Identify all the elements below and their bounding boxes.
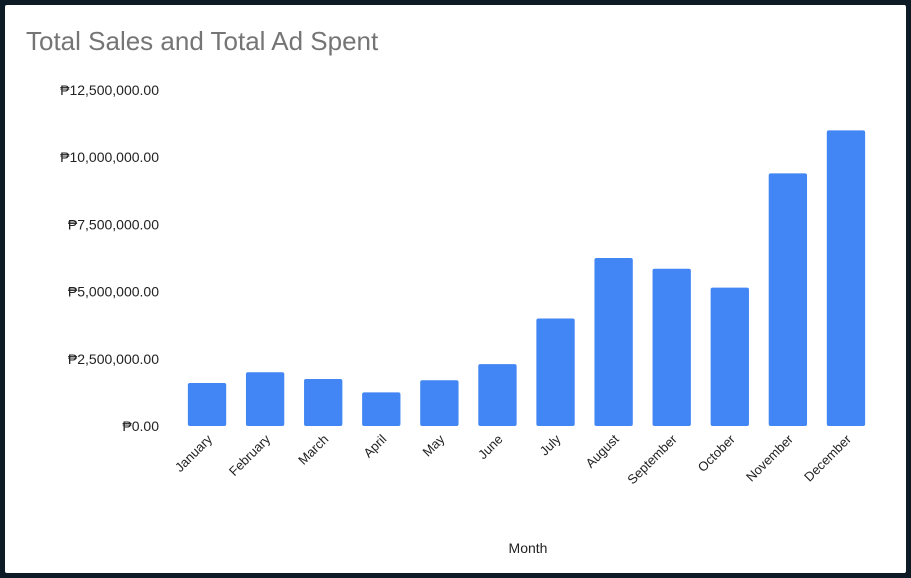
bar-february: [245, 372, 285, 426]
bar-march: [304, 378, 343, 426]
x-tick-label: September: [624, 431, 680, 487]
chart-title: Total Sales and Total Ad Spent: [26, 26, 379, 56]
y-tick-label: ₱5,000,000.00: [68, 284, 159, 300]
x-tick-label: December: [801, 431, 854, 484]
y-tick-label: ₱7,500,000.00: [68, 216, 159, 232]
bar-october: [710, 287, 749, 426]
chart-frame: [5, 5, 906, 573]
x-axis-title: Month: [509, 540, 548, 556]
x-tick-label: May: [420, 431, 448, 459]
bar-november: [768, 173, 808, 426]
x-tick-label: March: [295, 432, 331, 468]
y-tick-label: ₱0.00: [122, 418, 159, 434]
bar-april: [362, 392, 401, 426]
y-axis-ticks: ₱0.00 ₱2,500,000.00 ₱5,000,000.00 ₱7,500,00…: [60, 82, 159, 434]
x-tick-label: June: [475, 432, 506, 463]
x-tick-label: April: [360, 431, 389, 460]
y-tick-label: ₱2,500,000.00: [68, 351, 159, 367]
bar-may: [420, 380, 459, 426]
bar-august: [594, 258, 633, 426]
bar-january: [187, 382, 227, 426]
bar-september: [652, 268, 691, 426]
x-tick-label: February: [226, 431, 274, 479]
x-tick-label: November: [743, 431, 796, 484]
x-tick-label: July: [537, 431, 564, 458]
bars: [187, 130, 866, 426]
x-tick-label: August: [583, 431, 622, 470]
y-tick-label: ₱12,500,000.00: [60, 82, 159, 98]
bar-december: [826, 130, 866, 426]
x-tick-label: January: [172, 431, 216, 475]
bar-july: [536, 318, 575, 426]
x-tick-label: October: [695, 431, 739, 475]
y-tick-label: ₱10,000,000.00: [60, 149, 159, 165]
x-axis-labels: January February March April May June July Augu…: [172, 431, 855, 487]
bar-june: [478, 364, 517, 426]
